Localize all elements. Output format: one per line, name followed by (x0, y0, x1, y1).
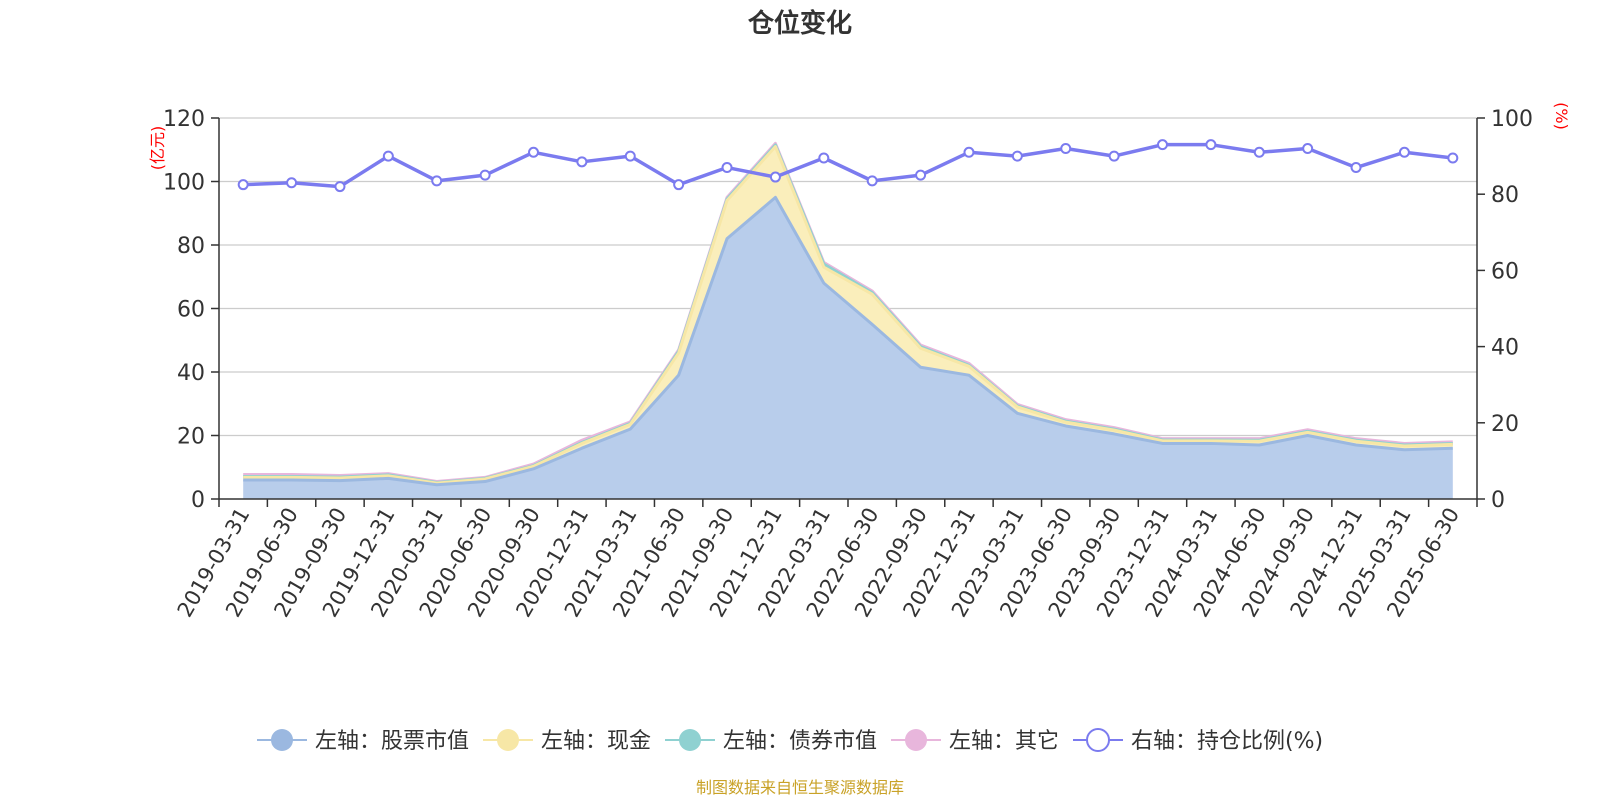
legend-label: 左轴：现金 (541, 729, 651, 754)
area-outline-2 (243, 145, 1453, 485)
right-axis-unit: (%) (1552, 102, 1571, 130)
ratio-point (673, 179, 685, 191)
ratio-point (721, 162, 733, 174)
ratio-point (1447, 152, 1459, 164)
ratio-point (1398, 146, 1410, 158)
legend-marker (271, 729, 293, 751)
left-tick-label: 20 (177, 425, 205, 450)
left-tick-label: 0 (191, 488, 205, 513)
ratio-point (1108, 150, 1120, 162)
area-outline-1 (243, 195, 1453, 487)
ratio-point (237, 179, 249, 191)
ratio-point (431, 175, 443, 187)
right-tick-label: 60 (1491, 259, 1519, 284)
legend: 左轴：股票市值 左轴：现金 左轴：债券市值 左轴：其它 右轴：持仓比例(%) (257, 728, 1323, 754)
ratio-line-path (243, 142, 1454, 189)
left-tick-label: 60 (177, 298, 205, 323)
legend-label: 左轴：股票市值 (315, 729, 469, 754)
ratio-point (286, 177, 298, 189)
right-tick-label: 0 (1491, 488, 1505, 513)
ratio-point (479, 169, 491, 181)
legend-item: 右轴：持仓比例(%) (1073, 728, 1323, 754)
area-1 (243, 197, 1453, 499)
ratio-point (769, 171, 781, 183)
source-note: 制图数据来自恒生聚源数据库 (696, 778, 904, 797)
stacked-areas (243, 141, 1453, 499)
chart-title: 仓位变化 (747, 8, 852, 39)
right-tick-label: 40 (1491, 336, 1519, 361)
ratio-point (866, 175, 878, 187)
legend-marker (905, 729, 927, 751)
ratio-point (1205, 139, 1217, 151)
right-tick-label: 80 (1491, 183, 1519, 208)
ratio-point (576, 156, 588, 168)
ratio-point (963, 146, 975, 158)
legend-marker (1086, 728, 1110, 752)
left-axis-unit: (亿元) (148, 126, 167, 171)
ratio-point (528, 146, 539, 158)
ratio-point (1253, 146, 1265, 158)
right-tick-label: 20 (1491, 412, 1519, 437)
ratio-point (1302, 142, 1314, 154)
ratio-point (1350, 162, 1362, 174)
ratio-point (915, 169, 927, 181)
legend-item: 左轴：债券市值 (665, 729, 877, 754)
legend-marker (679, 729, 701, 751)
legend-label: 右轴：持仓比例(%) (1131, 729, 1323, 754)
left-tick-label: 80 (177, 234, 205, 259)
legend-item: 左轴：现金 (483, 729, 651, 754)
legend-label: 左轴：其它 (949, 729, 1059, 754)
ratio-point (334, 181, 346, 193)
legend-marker (497, 729, 519, 751)
left-tick-label: 40 (177, 361, 205, 386)
ratio-point (1060, 142, 1072, 154)
ratio-point (382, 150, 394, 162)
legend-item: 左轴：其它 (891, 729, 1059, 754)
ratio-point (1157, 139, 1168, 151)
legend-item: 左轴：股票市值 (257, 729, 469, 754)
ratio-point (1011, 150, 1023, 162)
ratio-point (624, 150, 636, 162)
right-tick-label: 100 (1491, 107, 1533, 132)
left-tick-label: 100 (163, 171, 205, 196)
legend-label: 左轴：债券市值 (723, 729, 877, 754)
ratio-point (818, 152, 830, 164)
ratio-line (237, 139, 1459, 193)
left-tick-label: 120 (163, 107, 205, 132)
